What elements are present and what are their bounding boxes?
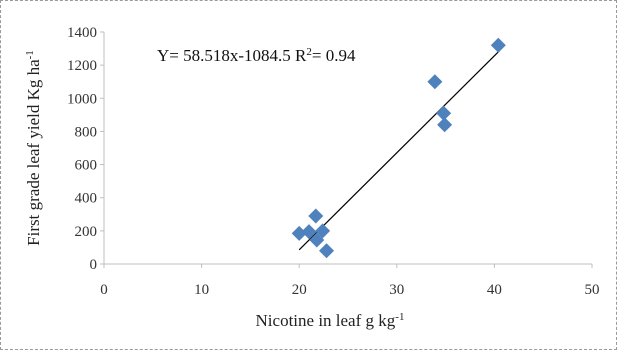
data-point	[319, 243, 335, 259]
y-tick-label: 600	[75, 158, 98, 174]
data-point	[437, 117, 453, 133]
data-point	[490, 37, 506, 53]
data-points	[291, 37, 506, 259]
y-axis-title-text: First grade leaf yield Kg ha	[24, 59, 43, 246]
y-tick-label: 0	[90, 257, 98, 273]
data-point	[436, 105, 452, 121]
data-point	[301, 224, 317, 240]
axes	[103, 32, 592, 265]
y-tick-label: 1200	[67, 58, 97, 74]
y-axis-title: First grade leaf yield Kg ha-1	[24, 50, 43, 246]
trendline	[298, 50, 500, 251]
x-tick-label: 40	[487, 282, 502, 298]
equation-text: Y= 58.518x-1084.5 R	[157, 46, 307, 65]
x-axis-title-text: Nicotine in leaf g kg	[256, 311, 396, 330]
x-tick-label: 30	[389, 282, 404, 298]
x-axis-title-sup: -1	[395, 311, 404, 323]
data-point	[308, 208, 324, 224]
regression-equation: Y= 58.518x-1084.5 R2= 0.94	[157, 46, 356, 65]
x-tick-label: 0	[100, 282, 108, 298]
y-tick-label: 200	[75, 224, 98, 240]
data-point	[427, 74, 443, 90]
y-tick-label: 400	[75, 191, 98, 207]
data-point	[315, 223, 331, 239]
r2-superscript: 2	[306, 46, 312, 58]
y-axis-title-sup: -1	[24, 50, 36, 59]
x-tick-labels: 0 10 20 30 40 50	[100, 264, 600, 298]
x-tick-label: 50	[585, 282, 600, 298]
x-tick-label: 10	[194, 282, 209, 298]
x-axis-title: Nicotine in leaf g kg-1	[256, 311, 405, 330]
trendline-layer	[298, 50, 500, 251]
y-tick-labels: 0 200 400 600 800 1000 1200 1400	[67, 25, 104, 273]
r2-value: = 0.94	[312, 46, 356, 65]
data-point	[291, 225, 307, 241]
x-tick-label: 20	[292, 282, 307, 298]
y-tick-label: 800	[75, 124, 98, 140]
y-tick-label: 1400	[67, 25, 97, 41]
y-tick-label: 1000	[67, 91, 97, 107]
